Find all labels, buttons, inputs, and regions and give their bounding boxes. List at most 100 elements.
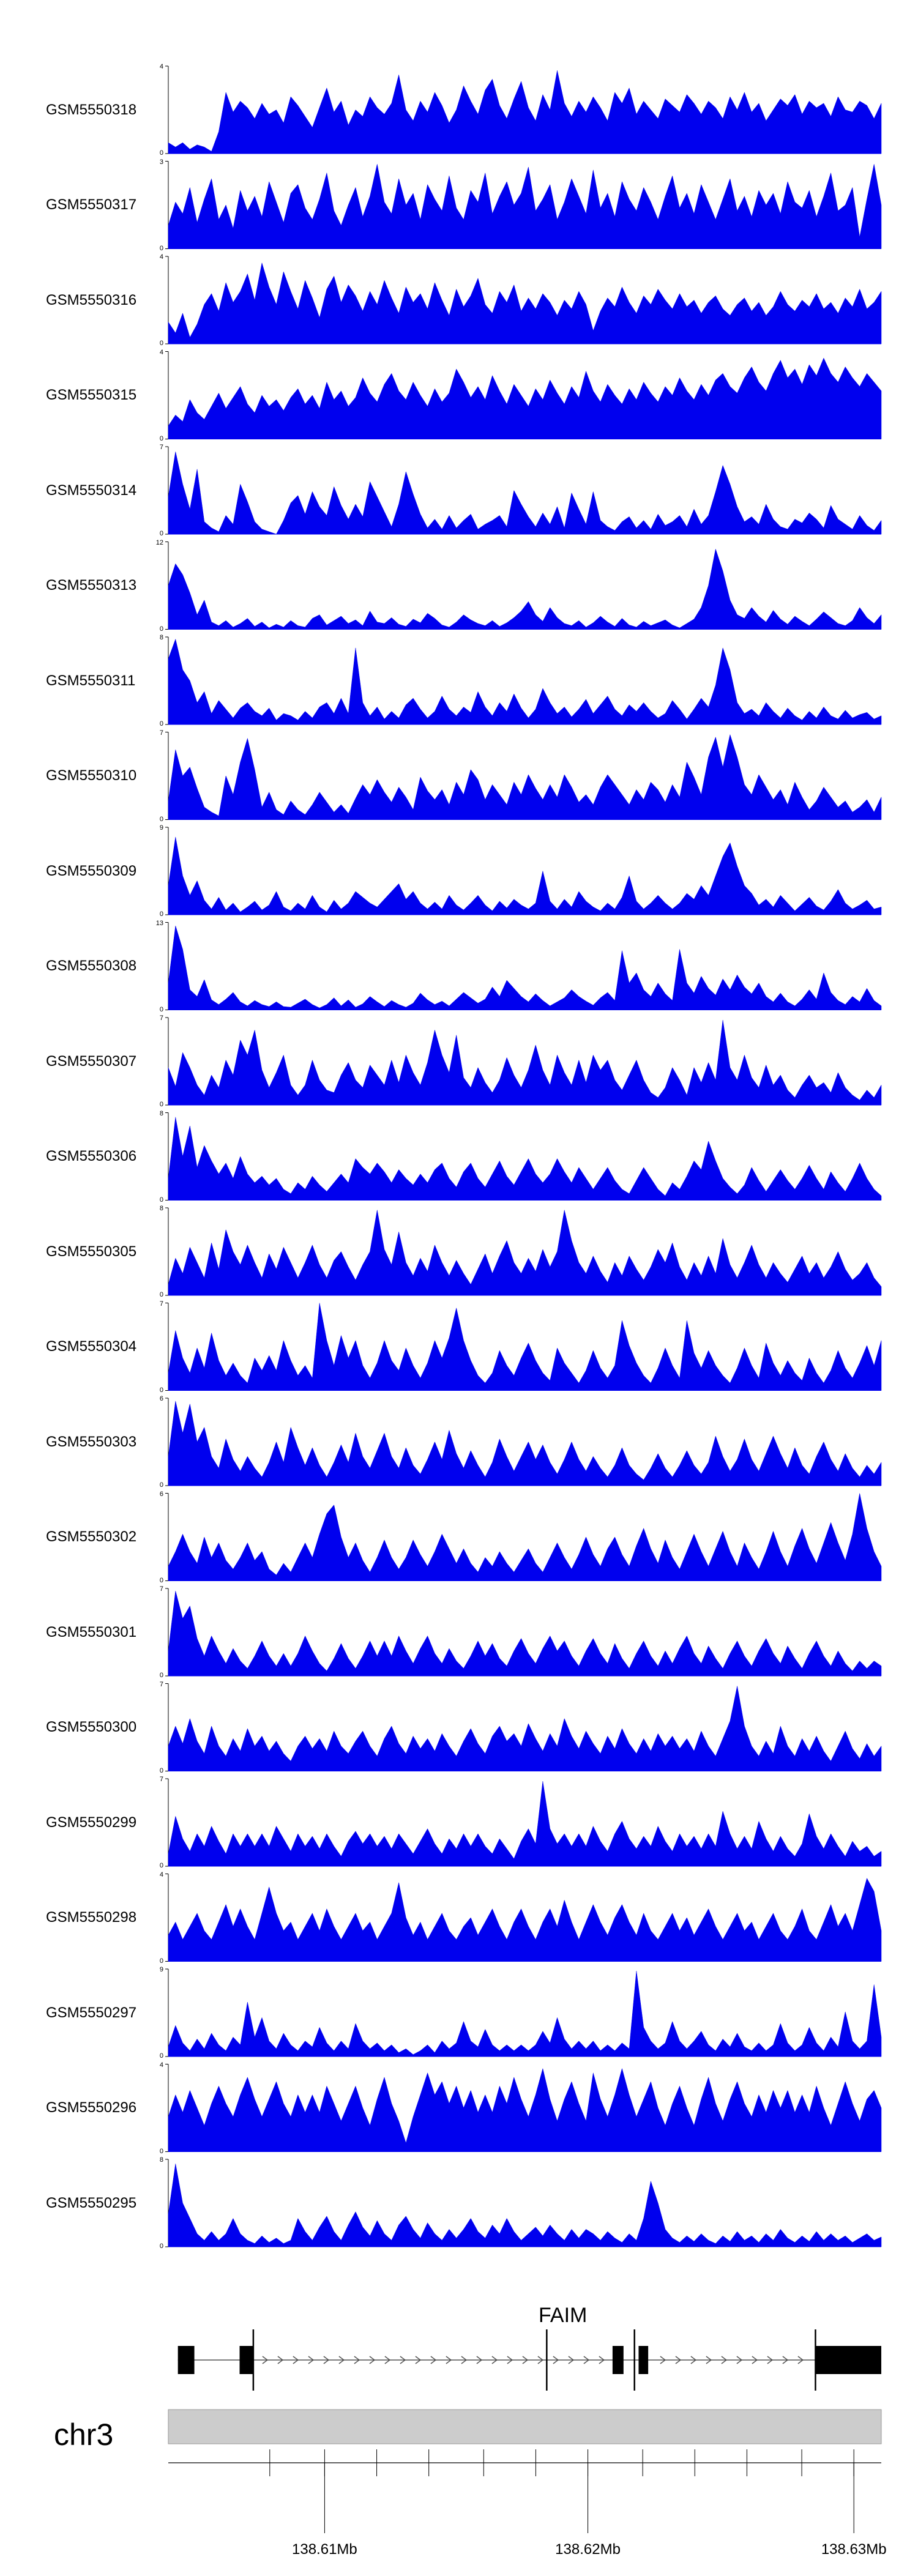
track-y-min-label: 0: [159, 1101, 163, 1108]
track-y-max-label: 3: [159, 158, 163, 166]
track-y-min-label: 0: [159, 1386, 163, 1394]
track-signal-area: [168, 638, 882, 725]
track-signal-area: [168, 1117, 882, 1201]
track-label: GSM5550316: [46, 291, 137, 308]
genome-position-label: 138.61Mb: [292, 2541, 357, 2558]
gene-name-label: FAIM: [539, 2304, 588, 2327]
track-y-max-label: 8: [159, 1109, 163, 1117]
track-label: GSM5550304: [46, 1338, 137, 1355]
track-y-max-label: 4: [159, 63, 163, 70]
gene-strand-chevron: [476, 2356, 483, 2364]
track-y-min-label: 0: [159, 1672, 163, 1679]
gene-strand-chevron: [400, 2356, 406, 2364]
track-signal-area: [168, 452, 882, 535]
track-label: GSM5550313: [46, 577, 137, 594]
gene-strand-chevron: [752, 2356, 758, 2364]
track-label: GSM5550295: [46, 2194, 137, 2211]
track-y-min-label: 0: [159, 1291, 163, 1298]
track-label: GSM5550310: [46, 767, 137, 784]
gene-strand-chevron: [736, 2356, 743, 2364]
gene-strand-chevron: [415, 2356, 422, 2364]
track-label: GSM5550314: [46, 482, 137, 499]
track-y-min-label: 0: [159, 244, 163, 252]
track-label: GSM5550305: [46, 1243, 137, 1260]
track-signal-area: [168, 164, 882, 249]
gene-strand-chevron: [430, 2356, 437, 2364]
track-y-min-label: 0: [159, 2052, 163, 2060]
track-label: GSM5550296: [46, 2099, 137, 2116]
track-y-max-label: 7: [159, 1776, 163, 1783]
track-y-min-label: 0: [159, 2243, 163, 2250]
track-signal-area: [168, 1401, 882, 1486]
genome-position-label: 138.63Mb: [821, 2541, 887, 2558]
gene-strand-chevron: [721, 2356, 728, 2364]
genome-position-label: 138.62Mb: [555, 2541, 621, 2558]
gene-strand-chevron: [277, 2356, 284, 2364]
gene-strand-chevron: [338, 2356, 345, 2364]
track-label: GSM5550318: [46, 101, 137, 118]
track-label: GSM5550317: [46, 196, 137, 213]
gene-strand-chevron: [690, 2356, 697, 2364]
gene-strand-chevron: [782, 2356, 789, 2364]
track-signal-area: [168, 1591, 882, 1677]
track-y-max-label: 7: [159, 1680, 163, 1688]
track-y-min-label: 0: [159, 1481, 163, 1489]
track-y-max-label: 6: [159, 1395, 163, 1402]
track-y-min-label: 0: [159, 434, 163, 442]
gene-strand-chevron: [660, 2356, 666, 2364]
track-y-min-label: 0: [159, 149, 163, 157]
track-y-max-label: 4: [159, 348, 163, 356]
gene-strand-chevron: [507, 2356, 513, 2364]
track-y-max-label: 7: [159, 444, 163, 451]
gene-exon-4: [638, 2346, 649, 2374]
gene-strand-chevron: [767, 2356, 774, 2364]
track-y-max-label: 8: [159, 1205, 163, 1212]
gene-strand-chevron: [369, 2356, 376, 2364]
track-signal-area: [168, 1210, 882, 1296]
track-y-max-label: 7: [159, 1585, 163, 1593]
track-signal-area: [168, 1781, 882, 1867]
track-signal-area: [168, 1020, 882, 1106]
track-y-max-label: 9: [159, 1966, 163, 1973]
track-label: GSM5550300: [46, 1719, 137, 1735]
gene-exon-5: [815, 2346, 881, 2374]
track-label: GSM5550303: [46, 1433, 137, 1450]
gene-strand-chevron: [354, 2356, 360, 2364]
track-label: GSM5550298: [46, 1909, 137, 1926]
gene-strand-chevron: [568, 2356, 575, 2364]
track-y-min-label: 0: [159, 910, 163, 918]
track-y-max-label: 7: [159, 729, 163, 737]
track-label: GSM5550301: [46, 1623, 137, 1640]
track-y-max-label: 9: [159, 824, 163, 832]
gene-strand-chevron: [293, 2356, 299, 2364]
track-label: GSM5550307: [46, 1052, 137, 1070]
gene-strand-chevron: [323, 2356, 330, 2364]
gene-strand-chevron: [675, 2356, 682, 2364]
gene-strand-chevron: [553, 2356, 559, 2364]
gene-strand-chevron: [308, 2356, 315, 2364]
track-signal-area: [168, 2068, 882, 2152]
track-signal-area: [168, 262, 882, 344]
track-y-max-label: 8: [159, 2156, 163, 2164]
gene-strand-chevron: [583, 2356, 590, 2364]
gene-strand-chevron: [461, 2356, 468, 2364]
gene-exon-2: [239, 2346, 253, 2374]
track-signal-area: [168, 925, 882, 1010]
track-y-min-label: 0: [159, 1957, 163, 1965]
track-y-max-label: 7: [159, 1014, 163, 1022]
gene-strand-chevron: [384, 2356, 391, 2364]
track-label: GSM5550311: [46, 672, 136, 689]
track-y-min-label: 0: [159, 720, 163, 728]
track-y-min-label: 0: [159, 530, 163, 537]
gene-strand-chevron: [537, 2356, 544, 2364]
track-y-min-label: 0: [159, 1862, 163, 1869]
gene-strand-chevron: [706, 2356, 712, 2364]
track-y-max-label: 6: [159, 1490, 163, 1498]
gene-strand-chevron: [522, 2356, 529, 2364]
track-y-min-label: 0: [159, 815, 163, 823]
track-y-min-label: 0: [159, 625, 163, 633]
track-signal-area: [168, 1878, 882, 1962]
track-y-min-label: 0: [159, 1766, 163, 1774]
track-y-max-label: 7: [159, 1300, 163, 1308]
track-label: GSM5550315: [46, 387, 137, 403]
